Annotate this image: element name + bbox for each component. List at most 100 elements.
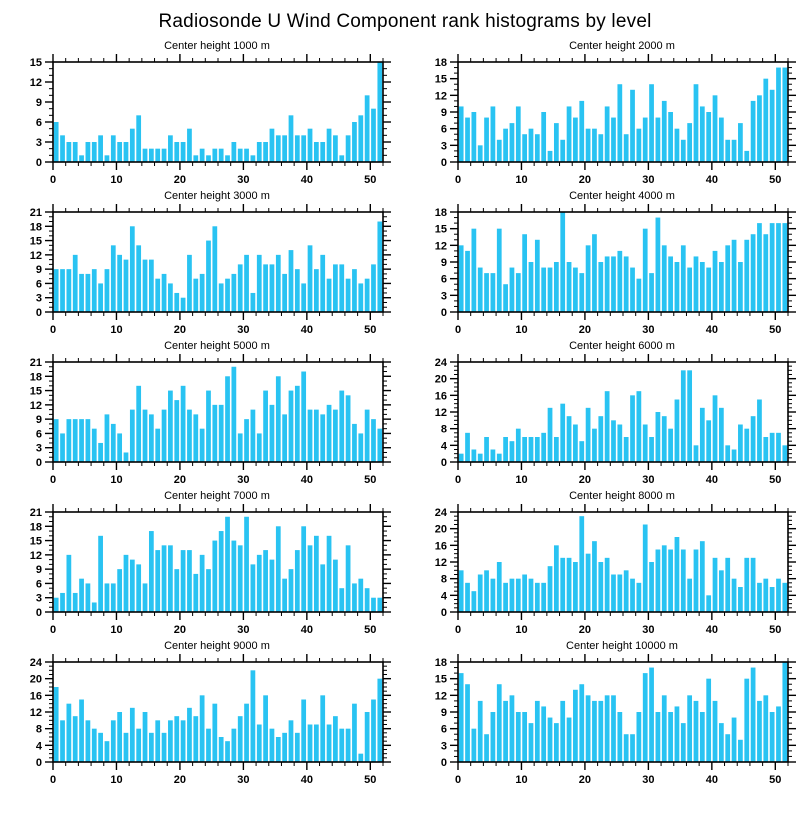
svg-text:15: 15 [29,57,41,69]
svg-text:0: 0 [49,324,55,336]
svg-text:20: 20 [434,524,446,536]
svg-text:8: 8 [35,724,41,736]
subplot-10000m: Center height 10000 m 0 3 6 9 12 15 18 0 10 20 30 4… [405,640,810,789]
svg-text:30: 30 [237,624,249,636]
svg-text:0: 0 [49,774,55,786]
svg-text:4: 4 [440,590,447,602]
svg-text:50: 50 [769,774,781,786]
svg-text:15: 15 [29,386,41,398]
svg-text:18: 18 [434,657,446,669]
svg-text:9: 9 [440,707,446,719]
histogram-9000m: 0 4 8 12 16 20 24 0 10 20 30 40 50 [29,654,391,786]
svg-text:18: 18 [434,207,446,219]
svg-text:50: 50 [769,174,781,186]
histogram-7000m: 0 3 6 9 12 15 18 21 0 10 20 30 40 50 [29,504,391,636]
subplot-5000m: Center height 5000 m 0 3 6 9 12 15 18 21 0 10 20 30… [0,340,405,489]
svg-text:10: 10 [110,474,122,486]
svg-text:12: 12 [434,240,446,252]
svg-text:30: 30 [642,324,654,336]
svg-text:6: 6 [35,278,41,290]
svg-text:40: 40 [300,174,312,186]
svg-text:40: 40 [300,474,312,486]
svg-text:21: 21 [29,357,41,369]
svg-text:0: 0 [49,474,55,486]
svg-text:20: 20 [434,374,446,386]
svg-text:20: 20 [578,324,590,336]
svg-text:21: 21 [29,207,41,219]
histogram-5000m: 0 3 6 9 12 15 18 21 0 10 20 30 40 50 [29,354,391,486]
svg-text:3: 3 [35,293,41,305]
svg-text:0: 0 [454,624,460,636]
svg-text:18: 18 [434,57,446,69]
svg-text:9: 9 [35,264,41,276]
subplot-title-4000m: Center height 4000 m [569,190,675,202]
svg-text:10: 10 [515,774,527,786]
svg-text:12: 12 [29,250,41,262]
svg-text:16: 16 [29,690,41,702]
svg-text:20: 20 [173,474,185,486]
svg-text:10: 10 [515,324,527,336]
svg-text:9: 9 [35,97,41,109]
svg-text:18: 18 [29,521,41,533]
svg-text:12: 12 [29,707,41,719]
svg-text:30: 30 [642,624,654,636]
svg-text:6: 6 [440,124,446,136]
svg-text:0: 0 [49,174,55,186]
subplot-title-10000m: Center height 10000 m [566,640,678,652]
histogram-3000m: 0 3 6 9 12 15 18 21 0 10 20 30 40 50 [29,204,391,336]
svg-text:9: 9 [440,257,446,269]
subplot-title-9000m: Center height 9000 m [164,640,270,652]
svg-text:6: 6 [440,724,446,736]
svg-text:12: 12 [29,550,41,562]
svg-text:20: 20 [173,624,185,636]
svg-text:10: 10 [515,174,527,186]
subplot-7000m: Center height 7000 m 0 3 6 9 12 15 18 21 0 10 20 30… [0,490,405,639]
svg-text:20: 20 [173,174,185,186]
svg-text:16: 16 [434,390,446,402]
svg-text:20: 20 [578,174,590,186]
svg-text:9: 9 [35,414,41,426]
subplot-title-3000m: Center height 3000 m [164,190,270,202]
svg-text:24: 24 [434,507,447,519]
svg-text:10: 10 [110,174,122,186]
subplot-title-8000m: Center height 8000 m [569,490,675,502]
svg-text:4: 4 [35,740,42,752]
svg-text:50: 50 [769,324,781,336]
svg-text:3: 3 [35,593,41,605]
svg-text:8: 8 [440,424,446,436]
subplot-title-1000m: Center height 1000 m [164,40,270,52]
svg-text:0: 0 [440,757,446,769]
svg-text:0: 0 [454,324,460,336]
svg-text:0: 0 [35,157,41,169]
histogram-8000m: 0 4 8 12 16 20 24 0 10 20 30 40 50 [434,504,796,636]
svg-text:12: 12 [29,400,41,412]
svg-text:4: 4 [440,440,447,452]
subplot-9000m: Center height 9000 m 0 4 8 12 16 20 24 0 10 20 30 4… [0,640,405,789]
svg-text:15: 15 [29,236,41,248]
svg-text:15: 15 [434,74,446,86]
svg-text:50: 50 [364,774,376,786]
svg-text:0: 0 [440,607,446,619]
svg-text:9: 9 [440,107,446,119]
svg-text:50: 50 [364,324,376,336]
svg-text:50: 50 [364,624,376,636]
svg-text:24: 24 [434,357,447,369]
svg-text:0: 0 [35,457,41,469]
subplot-3000m: Center height 3000 m 0 3 6 9 12 15 18 21 0 10 20 30… [0,190,405,339]
svg-text:0: 0 [454,474,460,486]
histogram-grid: Center height 1000 m 0 3 6 9 12 15 0 10 20 30 40 50… [0,40,810,789]
svg-text:0: 0 [440,457,446,469]
subplot-4000m: Center height 4000 m 0 3 6 9 12 15 18 0 10 20 30 40… [405,190,810,339]
subplot-2000m: Center height 2000 m 0 3 6 9 12 15 18 0 10 20 30 40… [405,40,810,189]
svg-text:3: 3 [440,140,446,152]
histogram-4000m: 0 3 6 9 12 15 18 0 10 20 30 40 50 [434,204,796,336]
svg-text:24: 24 [29,657,42,669]
svg-text:9: 9 [35,564,41,576]
svg-text:0: 0 [35,307,41,319]
svg-text:8: 8 [440,574,446,586]
subplot-title-5000m: Center height 5000 m [164,340,270,352]
svg-text:40: 40 [705,474,717,486]
svg-text:6: 6 [35,117,41,129]
subplot-title-2000m: Center height 2000 m [569,40,675,52]
svg-text:0: 0 [35,607,41,619]
